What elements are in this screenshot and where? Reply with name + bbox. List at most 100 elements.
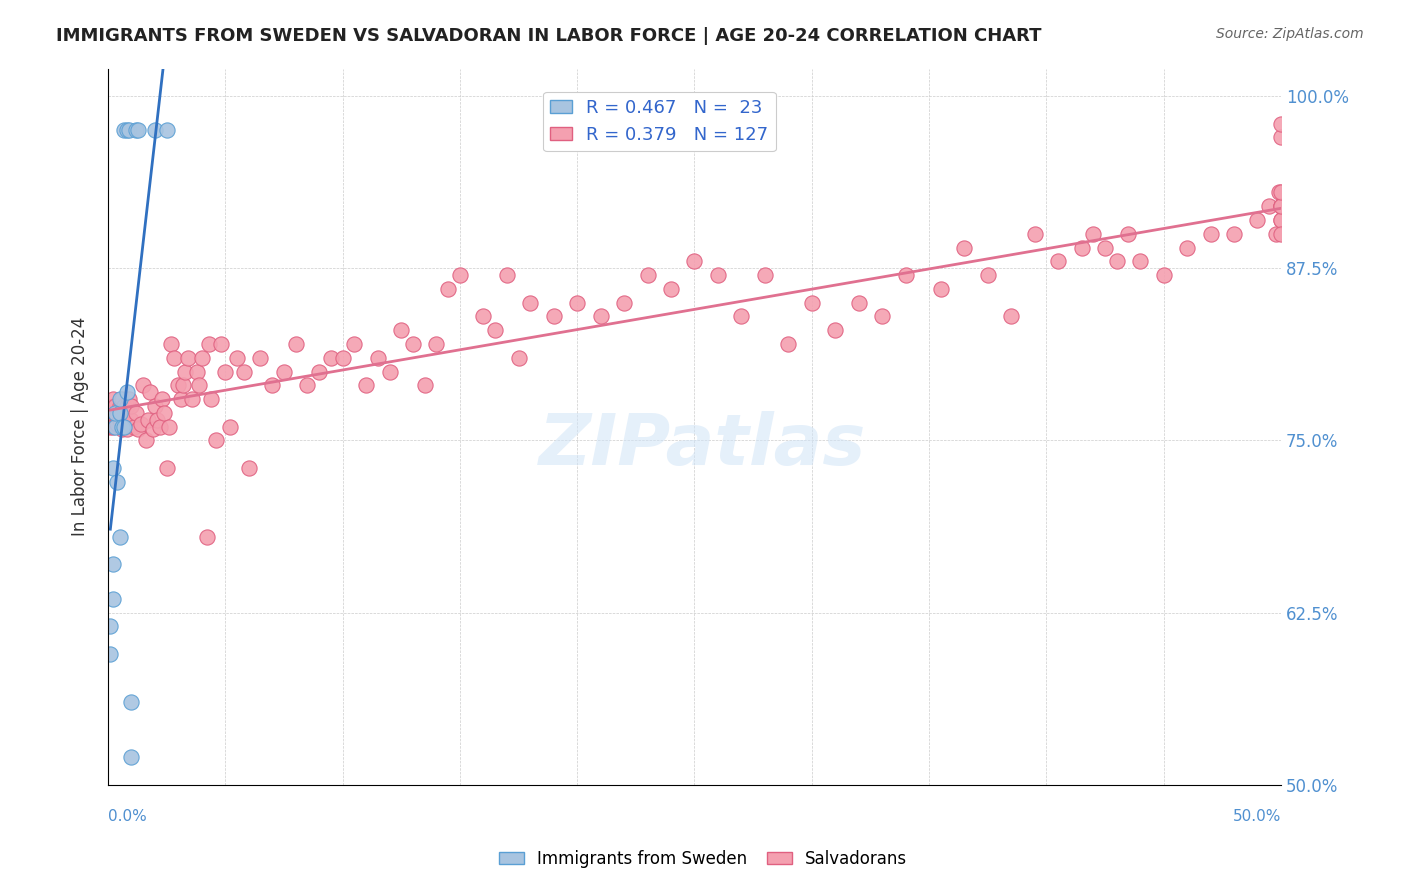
Point [181,392,204,406]
Point [108,530,131,544]
Point [156,123,179,137]
Point [112,419,135,434]
Point [589,310,612,324]
Point [101,399,124,413]
Point [118,123,141,137]
Point [149,419,172,434]
Legend: Immigrants from Sweden, Salvadorans: Immigrants from Sweden, Salvadorans [492,844,914,875]
Point [139,385,162,400]
Point [200,392,222,406]
Point [1270,186,1292,200]
Point [1175,241,1198,255]
Point [142,422,165,436]
Point [519,295,541,310]
Point [637,268,659,282]
Point [177,351,200,365]
Point [1270,227,1292,241]
Point [343,337,366,351]
Point [870,310,893,324]
Point [132,378,155,392]
Point [894,268,917,282]
Point [953,241,976,255]
Point [115,422,138,436]
Point [172,378,194,392]
Point [1223,227,1246,241]
Point [367,351,389,365]
Point [1083,227,1105,241]
Point [484,323,506,337]
Point [120,750,142,764]
Point [104,406,127,420]
Point [143,123,166,137]
Text: ZIPatlas: ZIPatlas [540,411,866,481]
Point [1267,186,1289,200]
Point [188,378,211,392]
Point [214,365,236,379]
Point [238,461,260,475]
Point [730,310,752,324]
Point [104,399,127,413]
Point [389,323,412,337]
Point [115,399,138,413]
Point [425,337,447,351]
Text: 0.0%: 0.0% [108,810,146,824]
Text: IMMIGRANTS FROM SWEDEN VS SALVADORAN IN LABOR FORCE | AGE 20-24 CORRELATION CHAR: IMMIGRANTS FROM SWEDEN VS SALVADORAN IN … [56,27,1042,45]
Point [567,295,589,310]
Point [273,365,295,379]
Point [778,337,800,351]
Point [195,530,218,544]
Point [1270,213,1292,227]
Point [613,295,636,310]
Point [1047,254,1070,268]
Point [319,351,342,365]
Point [1270,130,1292,145]
Point [1129,254,1152,268]
Point [125,406,148,420]
Point [354,378,377,392]
Point [174,365,197,379]
Point [402,337,425,351]
Point [929,282,952,296]
Point [186,365,208,379]
Point [683,254,706,268]
Point [101,558,124,572]
Point [205,434,228,448]
Point [1024,227,1046,241]
Point [111,422,134,436]
Point [233,365,256,379]
Point [824,323,846,337]
Point [156,461,179,475]
Point [1000,310,1022,324]
Point [111,392,134,406]
Point [977,268,1000,282]
Point [112,123,135,137]
Point [1105,254,1128,268]
Point [122,419,145,434]
Point [1270,199,1292,213]
Point [226,351,249,365]
Point [495,268,517,282]
Text: Source: ZipAtlas.com: Source: ZipAtlas.com [1216,27,1364,41]
Point [1258,199,1281,213]
Point [1094,241,1116,255]
Point [112,399,135,413]
Point [157,419,180,434]
Point [111,419,134,434]
Point [198,337,221,351]
Point [112,417,135,431]
Point [249,351,271,365]
Point [118,417,141,431]
Point [98,619,121,633]
Point [101,591,124,606]
Point [160,337,183,351]
Point [332,351,354,365]
Point [437,282,460,296]
Point [707,268,730,282]
Point [120,399,142,413]
Point [163,351,186,365]
Point [104,419,127,434]
Point [115,385,138,400]
Point [105,475,128,489]
Point [108,399,131,413]
Point [143,399,166,413]
